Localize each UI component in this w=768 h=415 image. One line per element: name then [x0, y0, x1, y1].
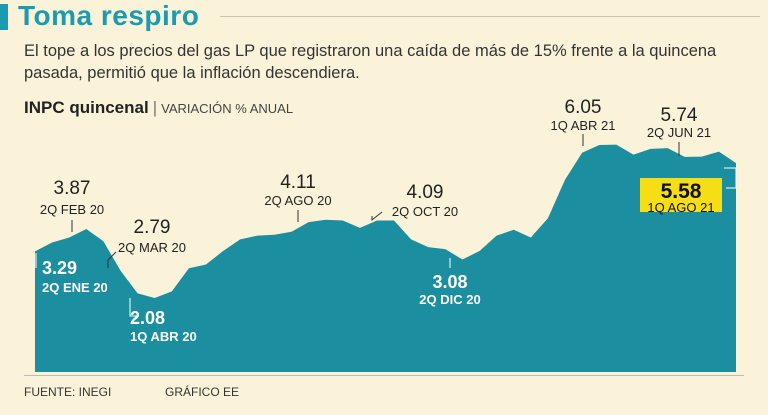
graphic-credit: GRÁFICO EE	[165, 385, 240, 399]
annotation-value: 3.08	[432, 272, 467, 292]
annotation-date: 2Q JUN 21	[647, 125, 711, 140]
chart-title: INPC quincenal	[24, 98, 149, 117]
annotation-leader	[129, 298, 138, 317]
source-note: FUENTE: INEGI	[24, 385, 112, 399]
inpc-area-series	[35, 144, 736, 372]
annotation-value: 6.05	[565, 97, 602, 118]
annotation-value: 2.79	[134, 217, 171, 238]
annotation-date: 2Q DIC 20	[419, 292, 480, 307]
annotation-value: 4.11	[280, 172, 316, 193]
footer-rule	[24, 375, 744, 376]
annotation-date: 2Q OCT 20	[392, 204, 458, 219]
annotation-layer: 3.29 2Q ENE 20 3.87 2Q FEB 20 2.79 2Q MAR 20 2…	[35, 97, 737, 344]
title-rule	[220, 16, 760, 17]
title-accent-bar	[0, 4, 8, 30]
annotation-value: 5.74	[661, 105, 698, 126]
chart-unit: VARIACIÓN % ANUAL	[161, 101, 294, 116]
page-subtitle: El tope a los precios del gas LP que reg…	[24, 42, 717, 82]
annotation-value: 2.08	[130, 308, 165, 328]
page-title: Toma respiro	[18, 0, 200, 31]
chart-heading: INPC quincenal | VARIACIÓN % ANUAL	[24, 98, 293, 118]
annotation-date: 1Q ABR 21	[550, 118, 615, 133]
annotation-leader	[107, 251, 117, 268]
annotation-date: 1Q AGO 21	[647, 200, 714, 215]
annotation-date: 2Q MAR 20	[118, 240, 186, 255]
annotation-value: 3.29	[42, 258, 77, 278]
annotation-date: 2Q AGO 20	[264, 193, 331, 208]
annotation-date: 1Q ABR 20	[130, 329, 197, 344]
annotation-leader	[724, 167, 737, 189]
annotation-leader	[371, 211, 383, 222]
annotation-value: 3.87	[54, 178, 91, 199]
annotation-value: 4.09	[407, 182, 444, 203]
highlight-box	[640, 178, 722, 212]
annotation-date: 2Q ENE 20	[42, 280, 108, 295]
annotation-value: 5.58	[661, 180, 702, 203]
annotation-date: 2Q FEB 20	[40, 202, 104, 217]
chart-title-separator: |	[152, 98, 158, 117]
